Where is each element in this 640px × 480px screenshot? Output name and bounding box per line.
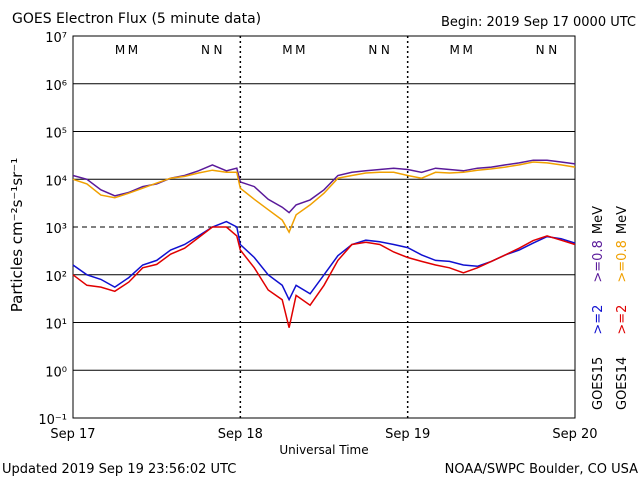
x-tick-label: Sep 20 [552,427,597,442]
local-time-marker: M [128,43,138,57]
x-tick-label: Sep 17 [50,427,95,442]
y-tick-label: 10⁷ [45,31,67,46]
local-time-marker: N [381,43,390,57]
legend-entry: >=2 [615,305,630,335]
y-tick-label: 10⁻¹ [38,413,67,428]
x-axis-label: Universal Time [279,443,368,457]
legend-column: GOES14 >=2 >=0.8 MeV [615,206,630,410]
local-time-marker: N [214,43,223,57]
local-time-marker: N [201,43,210,57]
local-time-marker: M [115,43,125,57]
x-tick-label: Sep 19 [385,427,430,442]
chart-title: GOES Electron Flux (5 minute data) [12,11,261,27]
footer-right: NOAA/SWPC Boulder, CO USA [445,462,638,477]
local-time-marker: N [368,43,377,57]
local-time-marker: N [536,43,545,57]
legend-entry: >=2 [591,305,606,335]
legend-unit: MeV [615,206,630,234]
local-time-marker: M [295,43,305,57]
series-line [72,226,576,328]
y-tick-label: 10⁶ [45,79,67,94]
y-tick-label: 10² [45,270,67,285]
legend-entry: >=0.8 [591,240,606,282]
legend-satellite: GOES14 [615,357,630,410]
y-tick-label: 10³ [45,222,67,237]
y-tick-label: 10⁴ [45,174,67,189]
local-time-marker: M [450,43,460,57]
legend-unit: MeV [591,206,606,234]
legend-satellite: GOES15 [591,357,606,410]
local-time-marker: M [462,43,472,57]
legend-entry: >=0.8 [615,240,630,282]
y-tick-label: 10⁵ [45,127,67,142]
legend-column: GOES15 >=2 >=0.8 MeV [591,206,606,410]
y-tick-label: 10¹ [45,318,67,333]
footer-left: Updated 2019 Sep 19 23:56:02 UTC [2,462,236,477]
local-time-marker: N [548,43,557,57]
series-line [72,161,576,234]
x-tick-label: Sep 18 [218,427,263,442]
plot-frame [72,35,576,419]
y-axis-label: Particles cm⁻²s⁻¹sr⁻¹ [8,158,26,312]
chart-subtitle: Begin: 2019 Sep 17 0000 UTC [441,15,636,30]
y-tick-label: 10⁰ [45,365,67,380]
local-time-marker: M [282,43,292,57]
